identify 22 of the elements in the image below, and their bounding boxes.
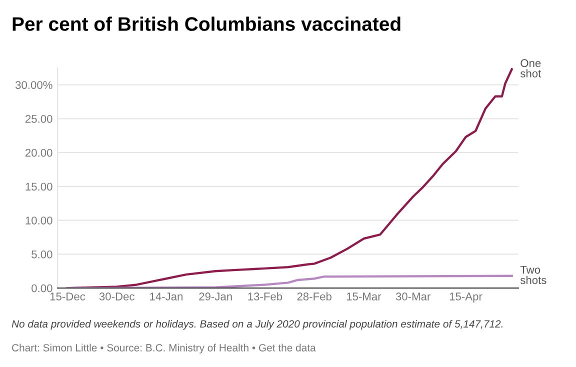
y-tick-label: 5.00 xyxy=(32,250,52,258)
y-tick-label: 0.00 xyxy=(32,284,52,292)
x-tick-label: 28-Feb xyxy=(297,292,332,300)
y-tick-label: 15.00 xyxy=(26,182,52,191)
y-tick-label: 30.00% xyxy=(15,81,52,89)
text: No data provided weekends or holidays. Based on a July 2020 provincial population estimate of 5,147,712. xyxy=(12,320,502,330)
x-tick-label: 14-Jan xyxy=(150,292,182,300)
chart-title: Per cent of British Columbians vaccinated xyxy=(12,16,400,31)
x-tick-label: 15-Mar xyxy=(346,292,382,300)
x-tick-label: 15-Apr xyxy=(450,292,482,303)
line-series xyxy=(66,274,513,288)
y-tick-label: 20.00 xyxy=(25,148,52,157)
y-tick-label: 25.00 xyxy=(25,114,52,123)
series-label: Two shots xyxy=(520,266,546,284)
x-tick-label: 15-Dec xyxy=(50,292,86,300)
x-tick-label: 30-Dec xyxy=(99,292,134,300)
y-tick-label: 10.00 xyxy=(26,216,52,224)
x-tick-label: 13-Feb xyxy=(248,292,282,300)
text: Chart: Simon Little • Source: B.C. Ministry of Health • Get the data xyxy=(12,344,316,354)
x-tick-label: 30-Mar xyxy=(396,292,430,300)
x-tick-label: 29-Jan xyxy=(199,292,232,300)
series-label: One shot xyxy=(520,59,542,78)
